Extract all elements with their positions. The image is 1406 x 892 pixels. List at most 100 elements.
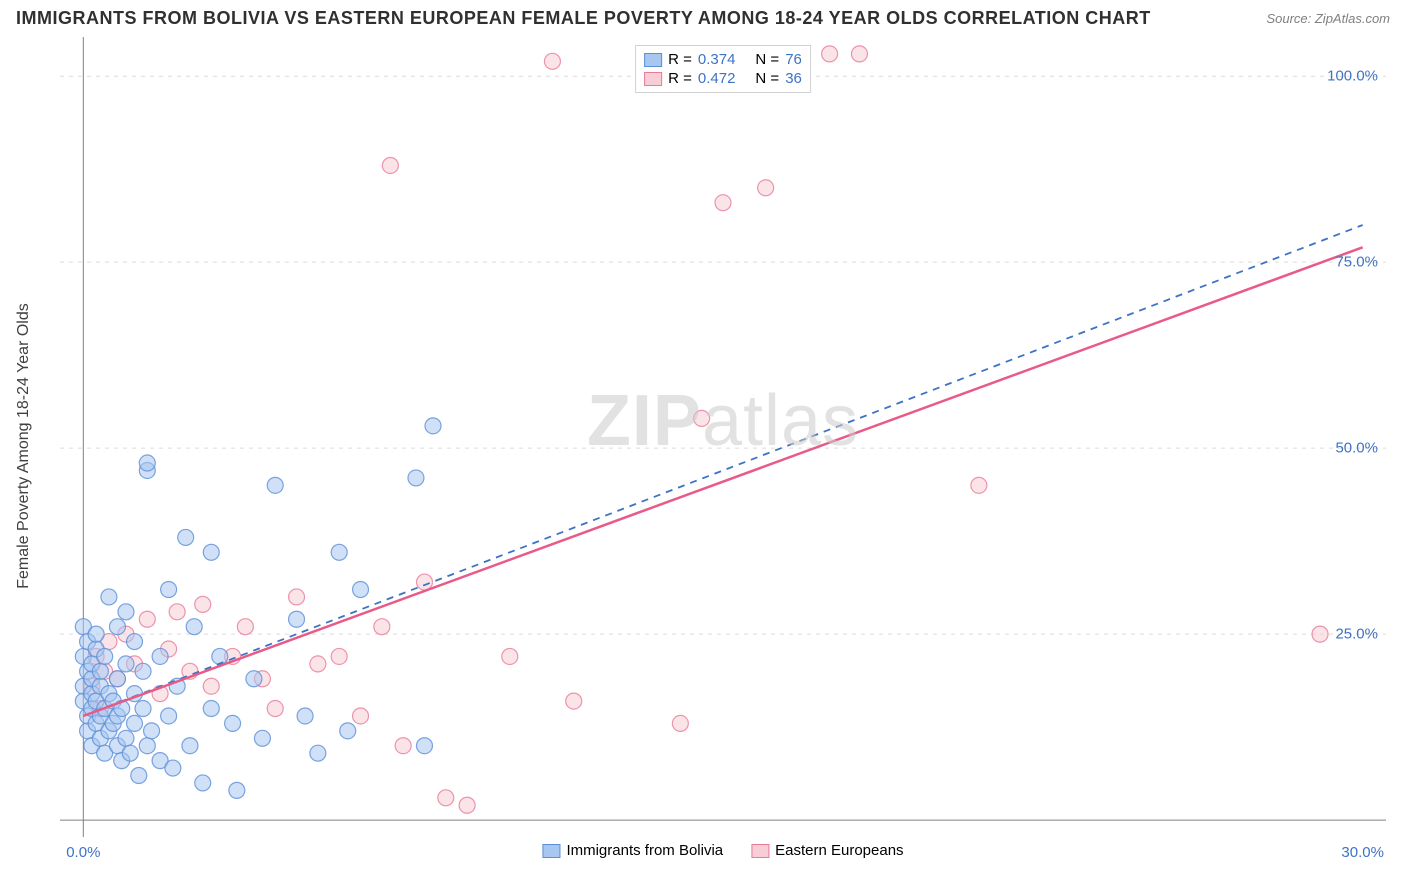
data-point	[438, 790, 454, 806]
data-point	[502, 648, 518, 664]
data-point	[178, 529, 194, 545]
data-point	[416, 738, 432, 754]
data-point	[544, 53, 560, 69]
data-point	[310, 745, 326, 761]
legend-stats: R = 0.374 N = 76 R = 0.472 N = 36	[635, 45, 811, 93]
data-point	[118, 730, 134, 746]
data-point	[139, 738, 155, 754]
legend-series-item: Immigrants from Bolivia	[542, 842, 723, 859]
legend-r-value: 0.374	[698, 51, 736, 68]
data-point	[382, 157, 398, 173]
legend-swatch	[644, 72, 662, 86]
legend-series-label: Immigrants from Bolivia	[566, 842, 723, 859]
data-point	[101, 589, 117, 605]
legend-n-label: N =	[755, 51, 779, 68]
data-point	[297, 708, 313, 724]
legend-series: Immigrants from Bolivia Eastern Europeans	[542, 842, 903, 859]
data-point	[144, 723, 160, 739]
data-point	[169, 604, 185, 620]
data-point	[851, 46, 867, 62]
data-point	[165, 760, 181, 776]
legend-series-label: Eastern Europeans	[775, 842, 903, 859]
data-point	[1312, 626, 1328, 642]
data-point	[126, 715, 142, 731]
data-point	[139, 455, 155, 471]
data-point	[694, 410, 710, 426]
data-point	[331, 544, 347, 560]
data-point	[126, 634, 142, 650]
data-point	[152, 648, 168, 664]
data-point	[395, 738, 411, 754]
data-point	[340, 723, 356, 739]
data-point	[971, 477, 987, 493]
legend-r-label: R =	[668, 51, 692, 68]
data-point	[331, 648, 347, 664]
legend-n-label: N =	[755, 70, 779, 87]
legend-n-value: 76	[785, 51, 802, 68]
data-point	[374, 619, 390, 635]
data-point	[310, 656, 326, 672]
data-point	[109, 619, 125, 635]
legend-swatch	[751, 844, 769, 858]
x-tick-label: 0.0%	[66, 844, 100, 861]
chart-container: Female Poverty Among 18-24 Year Olds ZIP…	[60, 37, 1386, 837]
data-point	[715, 195, 731, 211]
legend-series-item: Eastern Europeans	[751, 842, 903, 859]
data-point	[212, 648, 228, 664]
data-point	[229, 782, 245, 798]
data-point	[122, 745, 138, 761]
data-point	[118, 604, 134, 620]
data-point	[203, 678, 219, 694]
scatter-plot	[60, 37, 1386, 837]
data-point	[237, 619, 253, 635]
data-point	[161, 708, 177, 724]
data-point	[203, 544, 219, 560]
legend-swatch	[542, 844, 560, 858]
y-tick-label: 25.0%	[1335, 626, 1378, 643]
data-point	[97, 648, 113, 664]
data-point	[131, 767, 147, 783]
data-point	[289, 611, 305, 627]
data-point	[408, 470, 424, 486]
data-point	[135, 663, 151, 679]
y-tick-label: 100.0%	[1327, 68, 1378, 85]
x-tick-label: 30.0%	[1341, 844, 1384, 861]
data-point	[246, 671, 262, 687]
data-point	[425, 418, 441, 434]
legend-stat-row: R = 0.472 N = 36	[644, 69, 802, 88]
data-point	[459, 797, 475, 813]
data-point	[135, 701, 151, 717]
data-point	[92, 663, 108, 679]
data-point	[88, 626, 104, 642]
legend-swatch	[644, 53, 662, 67]
y-tick-label: 75.0%	[1335, 254, 1378, 271]
legend-stat-row: R = 0.374 N = 76	[644, 50, 802, 69]
data-point	[758, 180, 774, 196]
legend-r-label: R =	[668, 70, 692, 87]
y-tick-label: 50.0%	[1335, 440, 1378, 457]
data-point	[267, 477, 283, 493]
data-point	[186, 619, 202, 635]
legend-r-value: 0.472	[698, 70, 736, 87]
data-point	[353, 582, 369, 598]
data-point	[225, 715, 241, 731]
data-point	[822, 46, 838, 62]
data-point	[566, 693, 582, 709]
data-point	[109, 671, 125, 687]
data-point	[139, 611, 155, 627]
data-point	[182, 738, 198, 754]
data-point	[289, 589, 305, 605]
data-point	[353, 708, 369, 724]
header: IMMIGRANTS FROM BOLIVIA VS EASTERN EUROP…	[0, 0, 1406, 33]
legend-n-value: 36	[785, 70, 802, 87]
data-point	[267, 701, 283, 717]
data-point	[672, 715, 688, 731]
source-label: Source: ZipAtlas.com	[1266, 11, 1390, 26]
data-point	[203, 701, 219, 717]
data-point	[161, 582, 177, 598]
data-point	[195, 596, 211, 612]
y-axis-label: Female Poverty Among 18-24 Year Olds	[15, 303, 33, 589]
chart-title: IMMIGRANTS FROM BOLIVIA VS EASTERN EUROP…	[16, 8, 1151, 29]
data-point	[195, 775, 211, 791]
data-point	[118, 656, 134, 672]
